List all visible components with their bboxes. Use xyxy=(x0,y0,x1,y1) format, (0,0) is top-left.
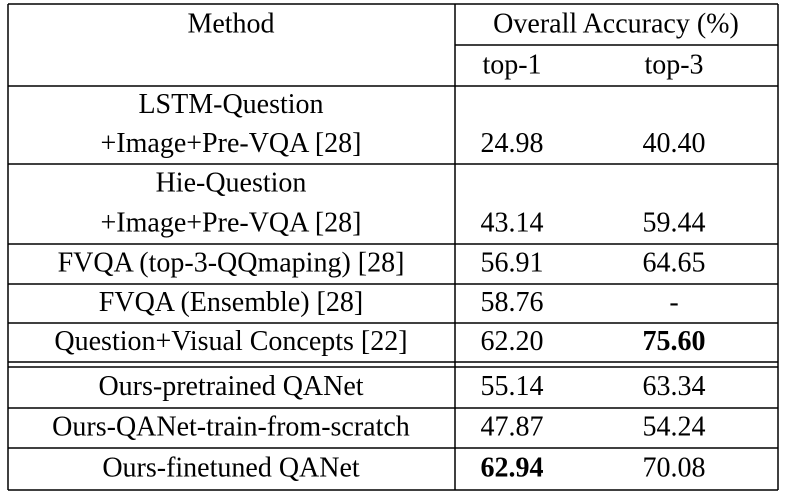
value-cell: 47.87 xyxy=(481,411,544,442)
header-overall: Overall Accuracy (%) xyxy=(493,8,739,39)
method-cell: +Image+Pre-VQA [28] xyxy=(101,207,362,238)
value-cell: 62.94 xyxy=(481,452,544,483)
method-cell: Ours-pretrained QANet xyxy=(98,371,363,402)
header-method: Method xyxy=(187,8,274,39)
value-cell: 54.24 xyxy=(643,411,706,442)
value-cell: 40.40 xyxy=(643,128,706,159)
method-cell: Hie-Question xyxy=(156,167,307,198)
method-cell: Ours-QANet-train-from-scratch xyxy=(52,411,410,442)
header-top3: top-3 xyxy=(644,49,703,80)
method-cell: LSTM-Question xyxy=(138,89,323,120)
value-cell: 24.98 xyxy=(481,128,544,159)
method-cell: Question+Visual Concepts [22] xyxy=(54,326,407,357)
value-cell: 43.14 xyxy=(481,207,544,238)
value-cell: 58.76 xyxy=(481,287,544,318)
value-cell: 75.60 xyxy=(643,326,706,357)
value-cell: 55.14 xyxy=(481,371,544,402)
header-top1: top-1 xyxy=(482,49,541,80)
method-cell: +Image+Pre-VQA [28] xyxy=(101,128,362,159)
method-cell: FVQA (top-3-QQmaping) [28] xyxy=(58,247,405,278)
method-cell: Ours-finetuned QANet xyxy=(102,452,360,483)
rules xyxy=(7,3,779,491)
value-cell: - xyxy=(669,287,678,318)
value-cell: 64.65 xyxy=(643,247,706,278)
value-cell: 63.34 xyxy=(643,371,706,402)
method-cell: FVQA (Ensemble) [28] xyxy=(99,287,363,318)
value-cell: 62.20 xyxy=(481,326,544,357)
value-cell: 70.08 xyxy=(643,452,706,483)
value-cell: 59.44 xyxy=(643,207,706,238)
value-cell: 56.91 xyxy=(481,247,544,278)
